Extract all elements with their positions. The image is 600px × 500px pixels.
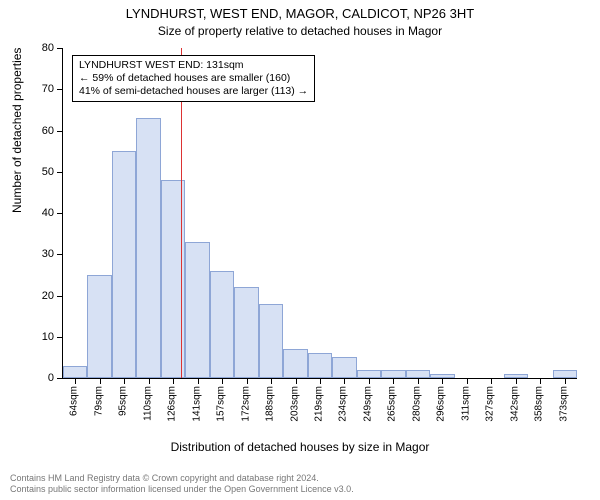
histogram-bar [283,349,307,378]
x-tick-label: 327sqm [485,386,496,422]
x-tick [393,378,394,384]
x-tick-label: 172sqm [240,386,251,422]
x-tick [222,378,223,384]
x-tick [491,378,492,384]
histogram-bar [136,118,160,378]
x-tick [124,378,125,384]
x-tick [296,378,297,384]
y-tick-label: 70 [24,83,54,95]
chart-title-sub: Size of property relative to detached ho… [0,24,600,38]
x-tick-label: 342sqm [509,386,520,422]
footer-line-2: Contains public sector information licen… [10,484,590,496]
y-tick [57,296,63,297]
annotation-box: LYNDHURST WEST END: 131sqm ← 59% of deta… [72,55,315,102]
annotation-line-2: ← 59% of detached houses are smaller (16… [79,72,308,85]
chart-title-main: LYNDHURST, WEST END, MAGOR, CALDICOT, NP… [0,6,600,21]
x-tick [271,378,272,384]
x-tick-label: 311sqm [460,386,471,421]
x-tick [369,378,370,384]
histogram-bar [210,271,234,378]
y-tick [57,131,63,132]
y-tick [57,254,63,255]
y-tick-label: 40 [24,207,54,219]
x-tick-label: 373sqm [558,386,569,422]
y-tick-label: 0 [24,372,54,384]
histogram-bar [332,357,356,378]
chart-container: LYNDHURST, WEST END, MAGOR, CALDICOT, NP… [0,0,600,500]
histogram-bar [406,370,430,378]
histogram-bar [87,275,111,378]
annotation-line-1: LYNDHURST WEST END: 131sqm [79,59,308,72]
x-tick-label: 95sqm [118,386,129,416]
x-tick-label: 203sqm [289,386,300,422]
x-tick-label: 219sqm [314,386,325,422]
y-tick-label: 50 [24,166,54,178]
y-tick [57,172,63,173]
histogram-bar [308,353,332,378]
histogram-bar [357,370,381,378]
x-tick-label: 110sqm [142,386,153,421]
x-tick-label: 234sqm [338,386,349,422]
x-tick-label: 79sqm [93,386,104,416]
x-tick [344,378,345,384]
x-tick [467,378,468,384]
x-tick-label: 358sqm [534,386,545,422]
x-tick-label: 249sqm [362,386,373,422]
x-tick-label: 280sqm [411,386,422,422]
x-axis-label: Distribution of detached houses by size … [0,440,600,454]
y-axis-label: Number of detached properties [10,48,24,213]
histogram-bar [112,151,136,378]
x-tick [75,378,76,384]
x-tick-label: 296sqm [436,386,447,422]
x-tick [247,378,248,384]
histogram-bar [63,366,87,378]
histogram-bar [259,304,283,378]
histogram-bar [234,287,258,378]
x-tick-label: 157sqm [216,386,227,422]
y-tick [57,48,63,49]
histogram-bar [185,242,209,378]
x-tick [198,378,199,384]
x-tick-label: 188sqm [265,386,276,422]
x-tick [540,378,541,384]
y-tick [57,378,63,379]
footer: Contains HM Land Registry data © Crown c… [10,473,590,496]
y-tick-label: 80 [24,42,54,54]
histogram-bar [553,370,577,378]
x-tick-label: 126sqm [167,386,178,422]
y-tick [57,337,63,338]
x-tick-label: 64sqm [69,386,80,416]
x-tick [442,378,443,384]
y-tick-label: 60 [24,125,54,137]
y-tick-label: 10 [24,331,54,343]
histogram-bar [381,370,405,378]
x-tick [149,378,150,384]
x-tick [565,378,566,384]
x-tick [173,378,174,384]
x-tick [418,378,419,384]
y-tick [57,213,63,214]
y-tick [57,89,63,90]
x-tick [100,378,101,384]
footer-line-1: Contains HM Land Registry data © Crown c… [10,473,590,485]
annotation-line-3: 41% of semi-detached houses are larger (… [79,85,308,98]
x-tick [516,378,517,384]
x-tick-label: 265sqm [387,386,398,422]
y-tick-label: 20 [24,290,54,302]
x-tick-label: 141sqm [191,386,202,422]
x-tick [320,378,321,384]
y-tick-label: 30 [24,248,54,260]
